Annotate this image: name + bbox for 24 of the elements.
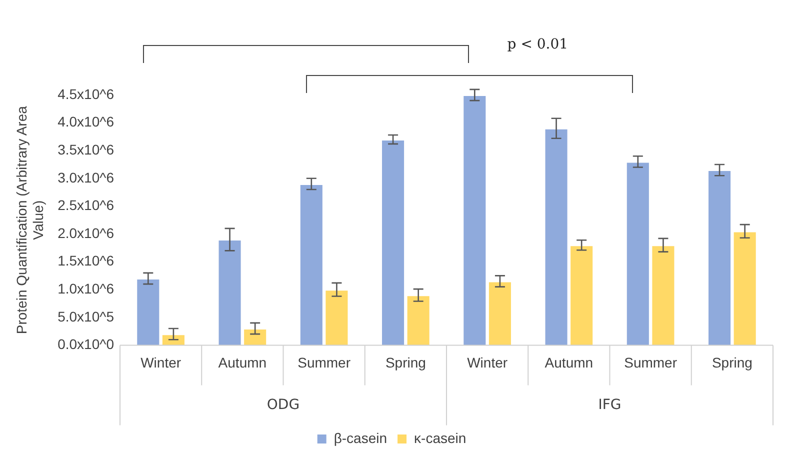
- x-tick-label: Winter: [467, 354, 508, 370]
- y-tick-label: 5.0x10^5: [58, 308, 114, 324]
- y-tick-label: 2.0x10^6: [58, 224, 114, 241]
- text: IFG: [598, 396, 622, 413]
- x-tick-label: Summer: [298, 354, 351, 370]
- y-tick-label: 1.5x10^6: [58, 252, 114, 269]
- y-tick-label: 0.0x10^0: [58, 336, 114, 352]
- y-tick-label: 4.0x10^6: [58, 114, 114, 130]
- x-tick-label: Autumn: [218, 354, 267, 370]
- x-tick-label: Autumn: [544, 354, 594, 370]
- y-axis-title: Protein Quantification (Arbitrary Area Value): [13, 106, 46, 334]
- x-tick-label: Spring: [712, 354, 752, 370]
- text: ODG: [266, 396, 300, 413]
- legend-label: κ-casein: [414, 430, 466, 446]
- y-tick-label: 1.0x10^6: [58, 280, 114, 296]
- x-tick-label: Winter: [140, 354, 182, 370]
- y-tick-label: 2.5x10^6: [58, 197, 114, 214]
- y-tick-label: 3.5x10^6: [58, 141, 114, 158]
- y-tick-label: 4.5x10^6: [58, 86, 114, 102]
- text: p < 0.01: [507, 36, 568, 53]
- x-tick-label: Spring: [385, 354, 426, 370]
- y-tick-label: 3.0x10^6: [58, 169, 114, 186]
- x-tick-label: Summer: [624, 354, 678, 370]
- legend-label: β-casein: [334, 430, 388, 446]
